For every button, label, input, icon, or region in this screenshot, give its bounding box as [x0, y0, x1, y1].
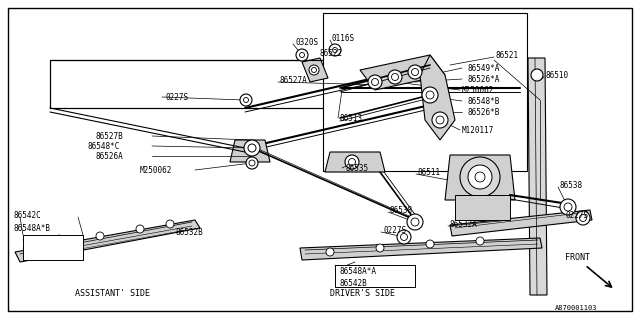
- Circle shape: [432, 112, 448, 128]
- Circle shape: [564, 203, 572, 211]
- Text: 0227S: 0227S: [165, 92, 188, 101]
- Text: 0227S: 0227S: [565, 211, 588, 220]
- Text: 86538: 86538: [560, 180, 583, 189]
- Circle shape: [392, 74, 399, 81]
- Text: 0227S: 0227S: [383, 226, 406, 235]
- Circle shape: [460, 157, 500, 197]
- Circle shape: [166, 220, 174, 228]
- Circle shape: [408, 65, 422, 79]
- Bar: [323, 13, 527, 171]
- Bar: [23, 235, 83, 260]
- Text: 86548*B: 86548*B: [467, 97, 499, 106]
- Polygon shape: [528, 58, 547, 295]
- Circle shape: [309, 65, 319, 75]
- Circle shape: [136, 225, 144, 233]
- Polygon shape: [420, 55, 455, 140]
- Polygon shape: [230, 140, 270, 162]
- Text: 86548*C: 86548*C: [88, 141, 120, 150]
- Circle shape: [345, 155, 359, 169]
- Circle shape: [412, 68, 419, 76]
- Text: 86526*B: 86526*B: [467, 108, 499, 116]
- Text: 86510: 86510: [545, 70, 568, 79]
- Polygon shape: [445, 155, 515, 200]
- Circle shape: [401, 234, 408, 241]
- Text: 86532B: 86532B: [175, 228, 203, 236]
- Circle shape: [576, 211, 590, 225]
- Circle shape: [240, 94, 252, 106]
- Text: 86542B: 86542B: [340, 279, 368, 289]
- Circle shape: [436, 116, 444, 124]
- Circle shape: [407, 214, 423, 230]
- Circle shape: [371, 78, 378, 85]
- Polygon shape: [360, 55, 445, 90]
- Circle shape: [248, 144, 256, 152]
- Text: ASSISTANT' SIDE: ASSISTANT' SIDE: [75, 289, 150, 298]
- Text: 86513: 86513: [340, 114, 363, 123]
- Text: 0116S: 0116S: [332, 34, 355, 43]
- Circle shape: [329, 44, 341, 56]
- Circle shape: [243, 98, 248, 102]
- Text: 86548A*A: 86548A*A: [340, 268, 377, 276]
- Circle shape: [56, 239, 64, 247]
- Circle shape: [411, 218, 419, 226]
- Text: 86549*A: 86549*A: [467, 63, 499, 73]
- Text: 86527B: 86527B: [95, 132, 123, 140]
- Text: 0320S: 0320S: [295, 37, 318, 46]
- Polygon shape: [300, 238, 542, 260]
- Text: M120117: M120117: [462, 125, 494, 134]
- Circle shape: [300, 52, 305, 58]
- Text: 86542C: 86542C: [14, 211, 42, 220]
- Polygon shape: [15, 220, 200, 262]
- Circle shape: [397, 230, 411, 244]
- Circle shape: [326, 248, 334, 256]
- Text: 86511: 86511: [418, 167, 441, 177]
- Circle shape: [296, 49, 308, 61]
- Bar: [335, 265, 415, 287]
- Text: 86527A: 86527A: [280, 76, 308, 84]
- Text: 86538: 86538: [390, 205, 413, 214]
- Bar: [455, 195, 510, 220]
- Text: DRIVER'S SIDE: DRIVER'S SIDE: [330, 289, 395, 298]
- Polygon shape: [302, 58, 328, 82]
- Text: M250062: M250062: [140, 165, 172, 174]
- Text: 86548A*B: 86548A*B: [14, 223, 51, 233]
- Text: 86521: 86521: [496, 51, 519, 60]
- Circle shape: [244, 140, 260, 156]
- Text: FRONT: FRONT: [565, 253, 590, 262]
- Circle shape: [96, 232, 104, 240]
- Text: M250062: M250062: [462, 85, 494, 94]
- Polygon shape: [325, 152, 385, 172]
- Circle shape: [560, 199, 576, 215]
- Circle shape: [312, 68, 317, 73]
- Circle shape: [246, 157, 258, 169]
- Circle shape: [476, 237, 484, 245]
- Circle shape: [579, 214, 586, 221]
- Circle shape: [422, 87, 438, 103]
- Circle shape: [426, 240, 434, 248]
- Circle shape: [376, 244, 384, 252]
- Text: 86522: 86522: [320, 49, 343, 58]
- Text: 86526A: 86526A: [95, 151, 123, 161]
- Circle shape: [349, 158, 355, 165]
- Circle shape: [475, 172, 485, 182]
- Circle shape: [368, 75, 382, 89]
- Text: 86535: 86535: [345, 164, 368, 172]
- Text: 86526*A: 86526*A: [467, 75, 499, 84]
- Circle shape: [249, 160, 255, 166]
- Text: A870001103: A870001103: [555, 305, 598, 311]
- Circle shape: [531, 69, 543, 81]
- Circle shape: [468, 165, 492, 189]
- Circle shape: [426, 91, 434, 99]
- Circle shape: [388, 70, 402, 84]
- Polygon shape: [450, 210, 592, 236]
- Circle shape: [333, 47, 337, 52]
- Text: 86532A: 86532A: [450, 220, 477, 228]
